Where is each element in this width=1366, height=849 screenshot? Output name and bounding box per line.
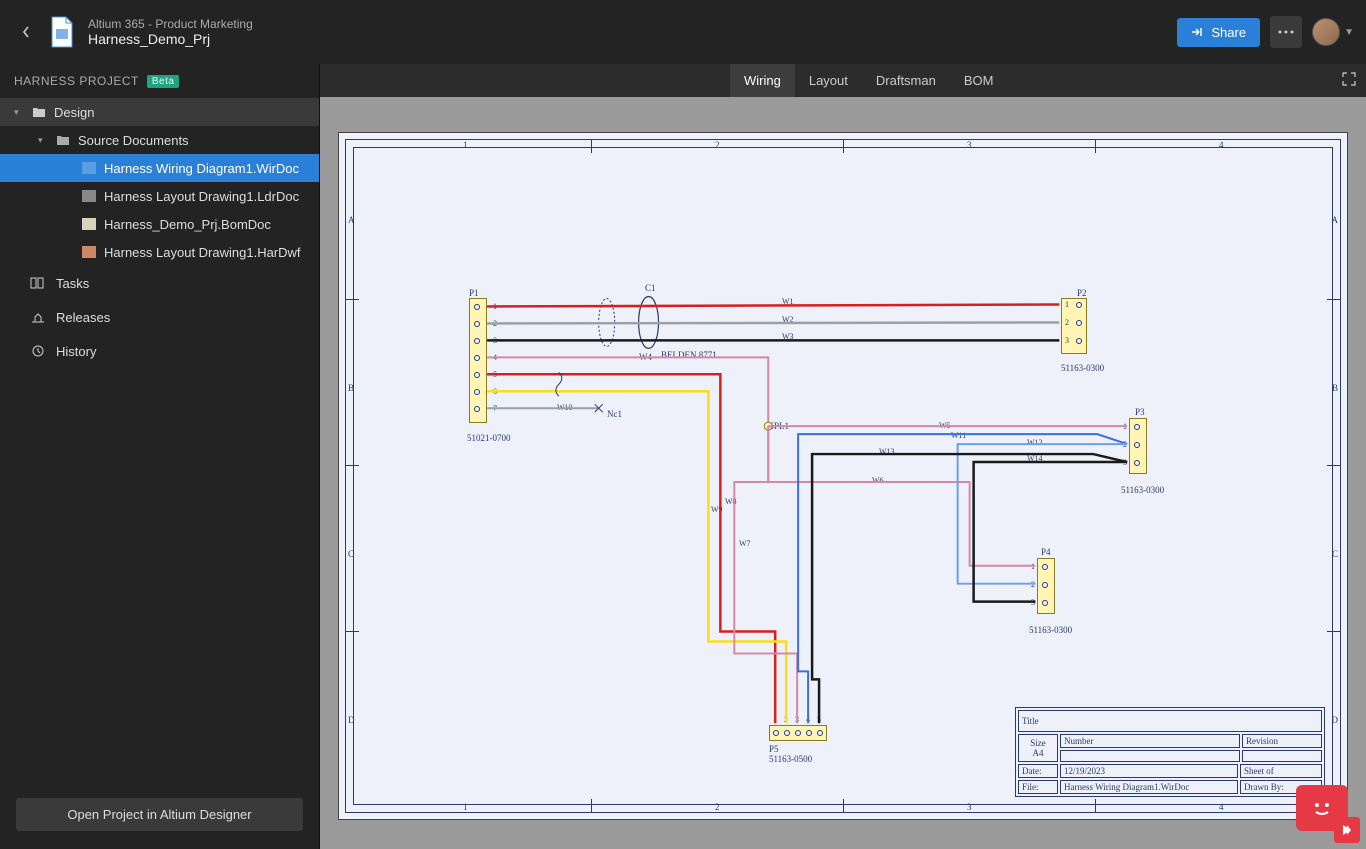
schematic-canvas[interactable]: 1 2 3 4 1 2 3 4 A B C D A — [320, 97, 1366, 849]
open-project-button[interactable]: Open Project in Altium Designer — [16, 798, 303, 831]
tree-source-docs[interactable]: ▾ Source Documents — [0, 126, 319, 154]
tree-file-wirdoc[interactable]: Harness Wiring Diagram1.WirDoc — [0, 154, 319, 182]
tree-label: Harness Wiring Diagram1.WirDoc — [104, 161, 299, 176]
beta-badge: Beta — [147, 75, 180, 88]
project-name: Harness_Demo_Prj — [88, 31, 1177, 47]
tree-label: Source Documents — [78, 133, 189, 148]
nav-history[interactable]: History — [0, 334, 319, 368]
nav-releases[interactable]: Releases — [0, 300, 319, 334]
tab-bom[interactable]: BOM — [950, 64, 1008, 97]
tree-label: Harness Layout Drawing1.HarDwf — [104, 245, 301, 260]
releases-icon — [30, 310, 46, 324]
nav-tasks[interactable]: Tasks — [0, 266, 319, 300]
nav-label: Tasks — [56, 276, 89, 291]
folder-icon — [54, 134, 72, 146]
project-icon — [46, 14, 78, 50]
user-menu-caret[interactable]: ▼ — [1344, 27, 1354, 38]
tree-file-hardwf[interactable]: Harness Layout Drawing1.HarDwf — [0, 238, 319, 266]
back-button[interactable] — [12, 18, 40, 46]
history-icon — [30, 344, 46, 358]
bomdoc-icon — [80, 218, 98, 230]
tab-draftsman[interactable]: Draftsman — [862, 64, 950, 97]
avatar[interactable] — [1312, 18, 1340, 46]
share-label: Share — [1211, 25, 1246, 40]
tree-design[interactable]: ▾ Design — [0, 98, 319, 126]
tree-file-bomdoc[interactable]: Harness_Demo_Prj.BomDoc — [0, 210, 319, 238]
more-button[interactable] — [1270, 16, 1302, 48]
tree-label: Design — [54, 105, 94, 120]
tasks-icon — [30, 276, 46, 290]
hardwf-icon — [80, 246, 98, 258]
nav-label: Releases — [56, 310, 110, 325]
share-icon — [1191, 26, 1205, 38]
expand-icon[interactable] — [1342, 72, 1356, 89]
share-button[interactable]: Share — [1177, 18, 1260, 47]
breadcrumb: Altium 365 - Product Marketing — [88, 17, 1177, 31]
sidebar-title: HARNESS PROJECT — [14, 74, 139, 88]
schematic-sheet: 1 2 3 4 1 2 3 4 A B C D A — [338, 132, 1348, 820]
title-block: Title SizeA4 Number Revision Date: 12/19… — [1015, 707, 1325, 797]
tab-wiring[interactable]: Wiring — [730, 64, 795, 97]
tree-label: Harness_Demo_Prj.BomDoc — [104, 217, 271, 232]
tree-file-ldrdoc[interactable]: Harness Layout Drawing1.LdrDoc — [0, 182, 319, 210]
chat-widget-alt[interactable] — [1334, 817, 1360, 843]
tree-label: Harness Layout Drawing1.LdrDoc — [104, 189, 299, 204]
folder-icon — [30, 106, 48, 118]
ldrdoc-icon — [80, 190, 98, 202]
nav-label: History — [56, 344, 96, 359]
wirdoc-icon — [80, 162, 98, 174]
tab-layout[interactable]: Layout — [795, 64, 862, 97]
